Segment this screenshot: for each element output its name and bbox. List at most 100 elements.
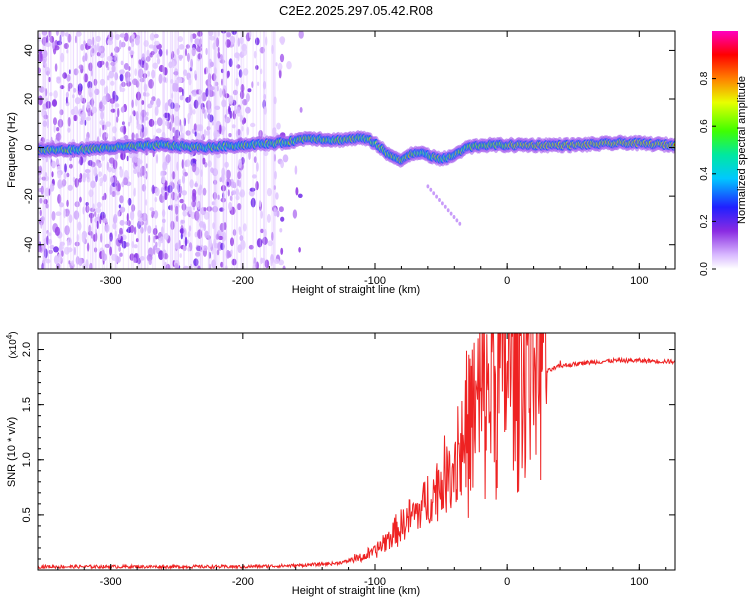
heatmap-noise-blob [256,162,259,172]
heatmap-noise-blob [128,153,134,159]
heatmap-noise-blob [141,53,146,61]
heatmap-noise-blob [105,121,112,127]
snr-y-scale-suffix: ) [8,331,19,334]
heatmap-noise-blob [228,58,233,68]
heatmap-noise-blob [178,44,185,50]
heatmap-noise-blob [84,119,87,126]
heatmap-noise-blob [139,256,145,261]
heatmap-noise-blob [224,265,228,269]
heatmap-noise-blob [171,50,175,59]
heatmap-noise-blob [249,187,256,192]
heatmap-noise-blob [242,119,245,125]
heatmap-noise-blob [220,185,227,192]
heatmap-noise-blob [209,238,212,248]
heatmap-noise-blob [205,79,211,87]
heatmap-noise-blob [205,47,208,56]
heatmap-noise-blob [127,220,131,227]
heatmap-noise-blob [79,156,84,166]
heatmap-noise-blob [208,251,211,259]
heatmap-noise-blob [199,184,203,190]
heatmap-noise-blob [181,203,187,211]
heatmap-noise-blob [263,150,269,157]
heatmap-noise-blob [66,199,69,207]
heatmap-noise-blob [48,238,53,245]
heatmap-noise-blob [228,105,231,115]
heatmap-noise-blob [176,161,179,171]
heatmap-noise-blob [165,49,169,56]
heatmap-noise-blob [276,122,281,130]
heatmap-noise-blob [64,32,69,37]
heatmap-noise-blob [214,81,219,87]
heatmap-noise-blob [45,258,51,264]
heatmap-noise-blob [253,156,257,164]
heatmap-noise-blob [96,51,101,57]
heatmap-noise-blob [162,161,168,171]
heatmap-noise-blob [229,35,236,45]
heatmap-noise-blob [56,76,61,81]
colorbar: 0.0 0.2 0.4 0.6 0.8 Normalized spectral ampl… [699,31,748,276]
heatmap-noise-blob [68,260,71,265]
heatmap-noise-blob [215,233,219,240]
heatmap-noise-blob [145,163,148,169]
heatmap-noise-blob [229,195,233,201]
snr-y-scale-label: (x104) [5,331,19,358]
heatmap-noise-blob [88,189,94,198]
heatmap-noise-blob [148,234,151,243]
heatmap-noise-blob [137,157,141,168]
heatmap-noise-blob [46,70,50,76]
heatmap-noise-blob [117,107,120,118]
heatmap-noise-blob [126,155,129,162]
snr-x-tick-label: -300 [100,576,122,588]
heatmap-noise-blob [117,183,121,192]
heatmap-noise-blob [96,220,99,230]
heatmap-noise-blob [248,31,252,39]
heatmap-noise-blob [230,181,237,188]
heatmap-noise-blob [295,187,299,196]
heatmap-noise-blob [148,259,152,265]
heatmap-noise-blob [129,50,135,56]
heatmap-noise-blob [241,126,244,132]
heatmap-noise-blob [238,69,243,78]
heatmap-noise-blob [115,116,119,123]
heatmap-noise-blob [194,210,200,221]
heatmap-noise-blob [194,131,197,137]
heatmap-noise-blob [198,89,202,95]
heatmap-noise-blob [127,121,131,127]
heatmap-noise-blob [271,44,274,55]
heatmap-noise-blob [114,230,118,237]
heatmap-noise-blob [56,127,60,132]
heatmap-noise-blob [177,87,183,93]
heatmap-noise-blob [77,221,82,231]
heatmap-noise-blob [152,62,158,69]
heatmap-noise-blob [234,104,237,115]
heatmap-noise-blob [45,101,52,109]
heatmap-noise-blob [207,160,212,168]
heatmap-noise-blob [212,222,215,230]
heatmap-noise-blob [195,202,200,208]
heatmap-noise-blob [49,183,55,192]
heatmap-noise-blob [170,220,175,230]
heatmap-noise-blob [101,196,105,201]
heatmap-noise-blob [85,259,89,269]
heatmap-noise-blob [250,197,256,208]
heatmap-noise-blob [60,52,65,63]
heatmap-noise-blob [59,109,64,116]
heatmap-noise-blob [168,205,172,211]
heatmap-noise-blob [131,99,134,109]
heatmap-noise-blob [217,194,220,200]
heatmap-noise-blob [225,39,231,48]
heatmap-noise-blob [141,113,144,123]
heatmap-noise-blob [207,113,211,120]
heatmap-noise-blob [67,33,72,43]
heatmap-noise-blob [122,121,125,126]
heatmap-noise-blob [48,188,51,196]
heatmap-noise-blob [57,171,61,179]
heatmap-tail-blob [426,184,430,189]
heatmap-noise-blob [194,38,200,45]
heatmap-noise-blob [119,252,123,257]
heatmap-noise-blob [107,39,114,46]
heatmap-noise-blob [137,210,142,218]
heatmap-noise-blob [56,165,61,172]
heatmap-noise-blob [44,187,50,197]
heatmap-noise-blob [189,179,194,189]
